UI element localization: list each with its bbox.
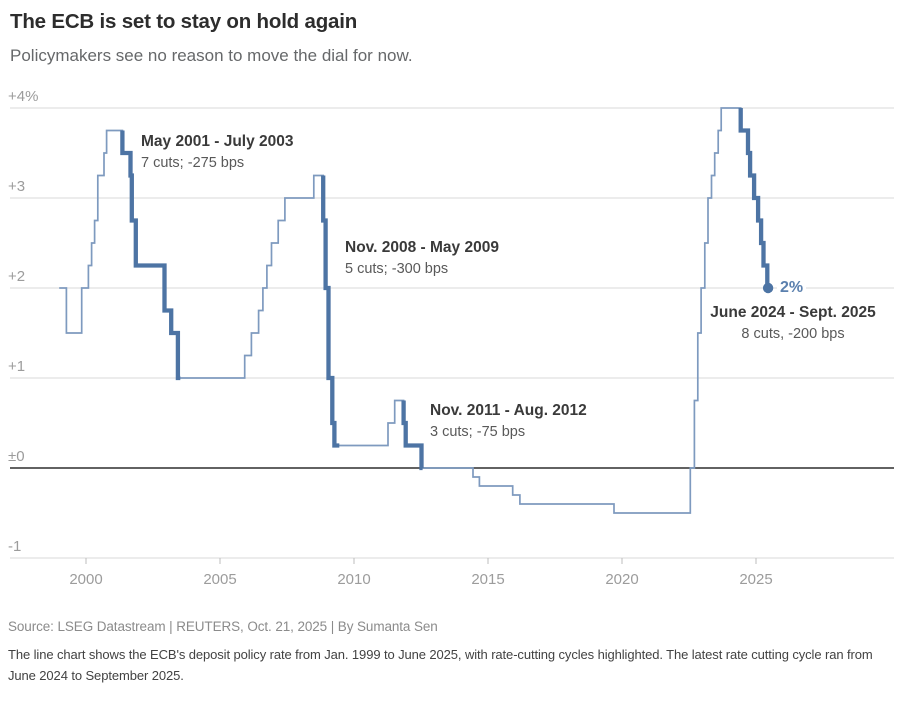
rate-line-chart: +4% +3 +2 +1 ±0 -1 2000 2005 2010 2015 2020 2025 [8, 88, 894, 588]
current-rate-label: 2% [777, 279, 807, 297]
annotation-detail: 5 cuts; -300 bps [345, 261, 449, 277]
annotation-detail: 8 cuts, -200 bps [741, 326, 845, 342]
page-subtitle: Policymakers see no reason to move the d… [10, 46, 413, 65]
annotation-title: June 2024 - Sept. 2025 [710, 304, 876, 321]
y-axis-label: +1 [8, 358, 25, 375]
annotation-detail: 3 cuts; -75 bps [430, 424, 526, 440]
y-axis-label: +4% [8, 88, 38, 105]
page-title: The ECB is set to stay on hold again [10, 10, 358, 33]
annotation-cycle-2024-2025: June 2024 - Sept. 2025 8 cuts, -200 bps [700, 304, 886, 342]
annotation-cycle-2008-2009: Nov. 2008 - May 2009 5 cuts; -300 bps [345, 239, 499, 277]
rate-cutting-cycle-line [120, 130, 181, 381]
y-axis-label: +2 [8, 268, 25, 285]
line-end-dot [762, 282, 774, 294]
annotation-title: Nov. 2008 - May 2009 [345, 239, 499, 256]
y-axis-label: +3 [8, 178, 25, 195]
y-axis-label: -1 [8, 538, 21, 555]
x-axis-label: 2010 [337, 571, 370, 588]
x-axis-label: 2020 [605, 571, 638, 588]
rate-cutting-cycle-line [738, 108, 770, 288]
x-axis-label: 2005 [203, 571, 236, 588]
source-line: Source: LSEG Datastream | REUTERS, Oct. … [8, 619, 438, 634]
x-axis-label: 2000 [69, 571, 102, 588]
x-axis-label: 2015 [471, 571, 504, 588]
y-axis-label: ±0 [8, 448, 25, 465]
annotation-title: Nov. 2011 - Aug. 2012 [430, 402, 587, 419]
chart-description: The line chart shows the ECB's deposit p… [8, 647, 873, 683]
rate-cutting-cycle-line [321, 175, 340, 448]
x-axis-label: 2025 [739, 571, 772, 588]
annotation-cycle-2011-2012: Nov. 2011 - Aug. 2012 3 cuts; -75 bps [430, 402, 587, 440]
annotation-cycle-2001-2003: May 2001 - July 2003 7 cuts; -275 bps [141, 133, 294, 171]
annotation-title: May 2001 - July 2003 [141, 133, 294, 150]
rate-cutting-cycle-line [401, 400, 424, 471]
annotation-detail: 7 cuts; -275 bps [141, 155, 245, 171]
